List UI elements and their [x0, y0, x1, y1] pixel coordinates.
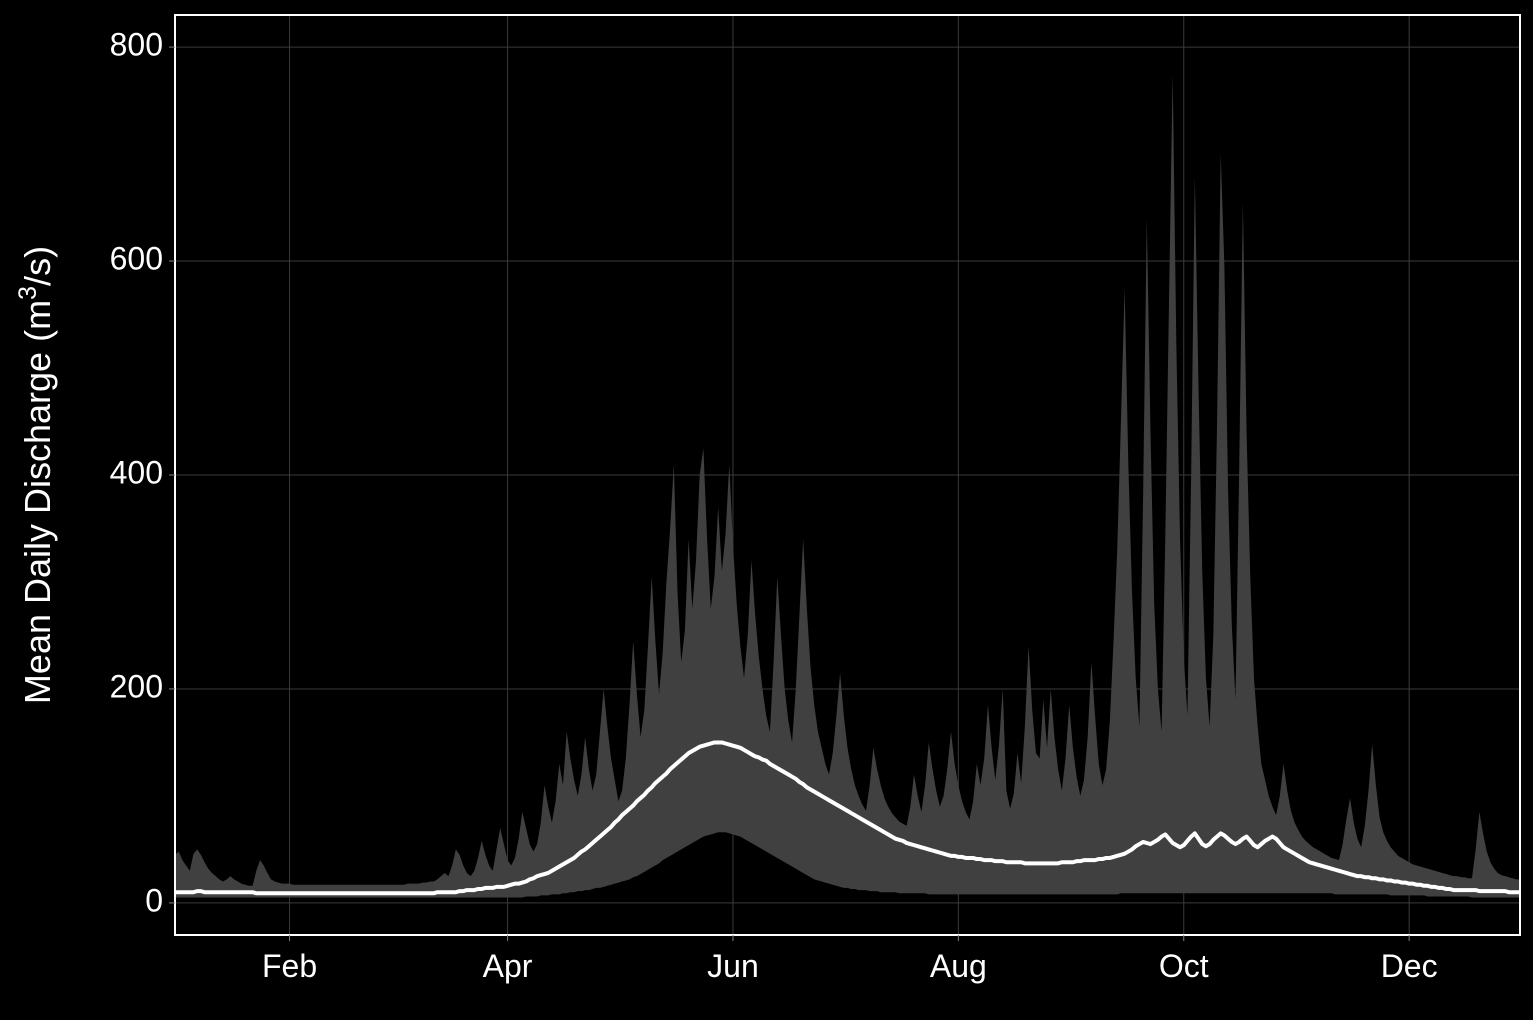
x-tick-label: Apr [483, 948, 533, 984]
x-tick-label: Aug [930, 948, 987, 984]
x-tick-label: Feb [262, 948, 317, 984]
y-tick-label: 200 [110, 668, 163, 704]
y-tick-label: 800 [110, 27, 163, 63]
y-axis-label: Mean Daily Discharge (m3/s) [14, 246, 58, 704]
discharge-chart: 0 200 400 600 800 Feb Apr Jun Aug Oct Dec Mean Dail… [0, 0, 1533, 1020]
x-tick-label: Oct [1159, 948, 1209, 984]
x-tick-label: Jun [707, 948, 759, 984]
y-tick-label: 400 [110, 454, 163, 490]
chart-container: 0 200 400 600 800 Feb Apr Jun Aug Oct Dec Mean Dail… [0, 0, 1533, 1020]
x-tick-label: Dec [1381, 948, 1438, 984]
y-tick-label: 600 [110, 240, 163, 276]
y-tick-label: 0 [145, 882, 163, 918]
